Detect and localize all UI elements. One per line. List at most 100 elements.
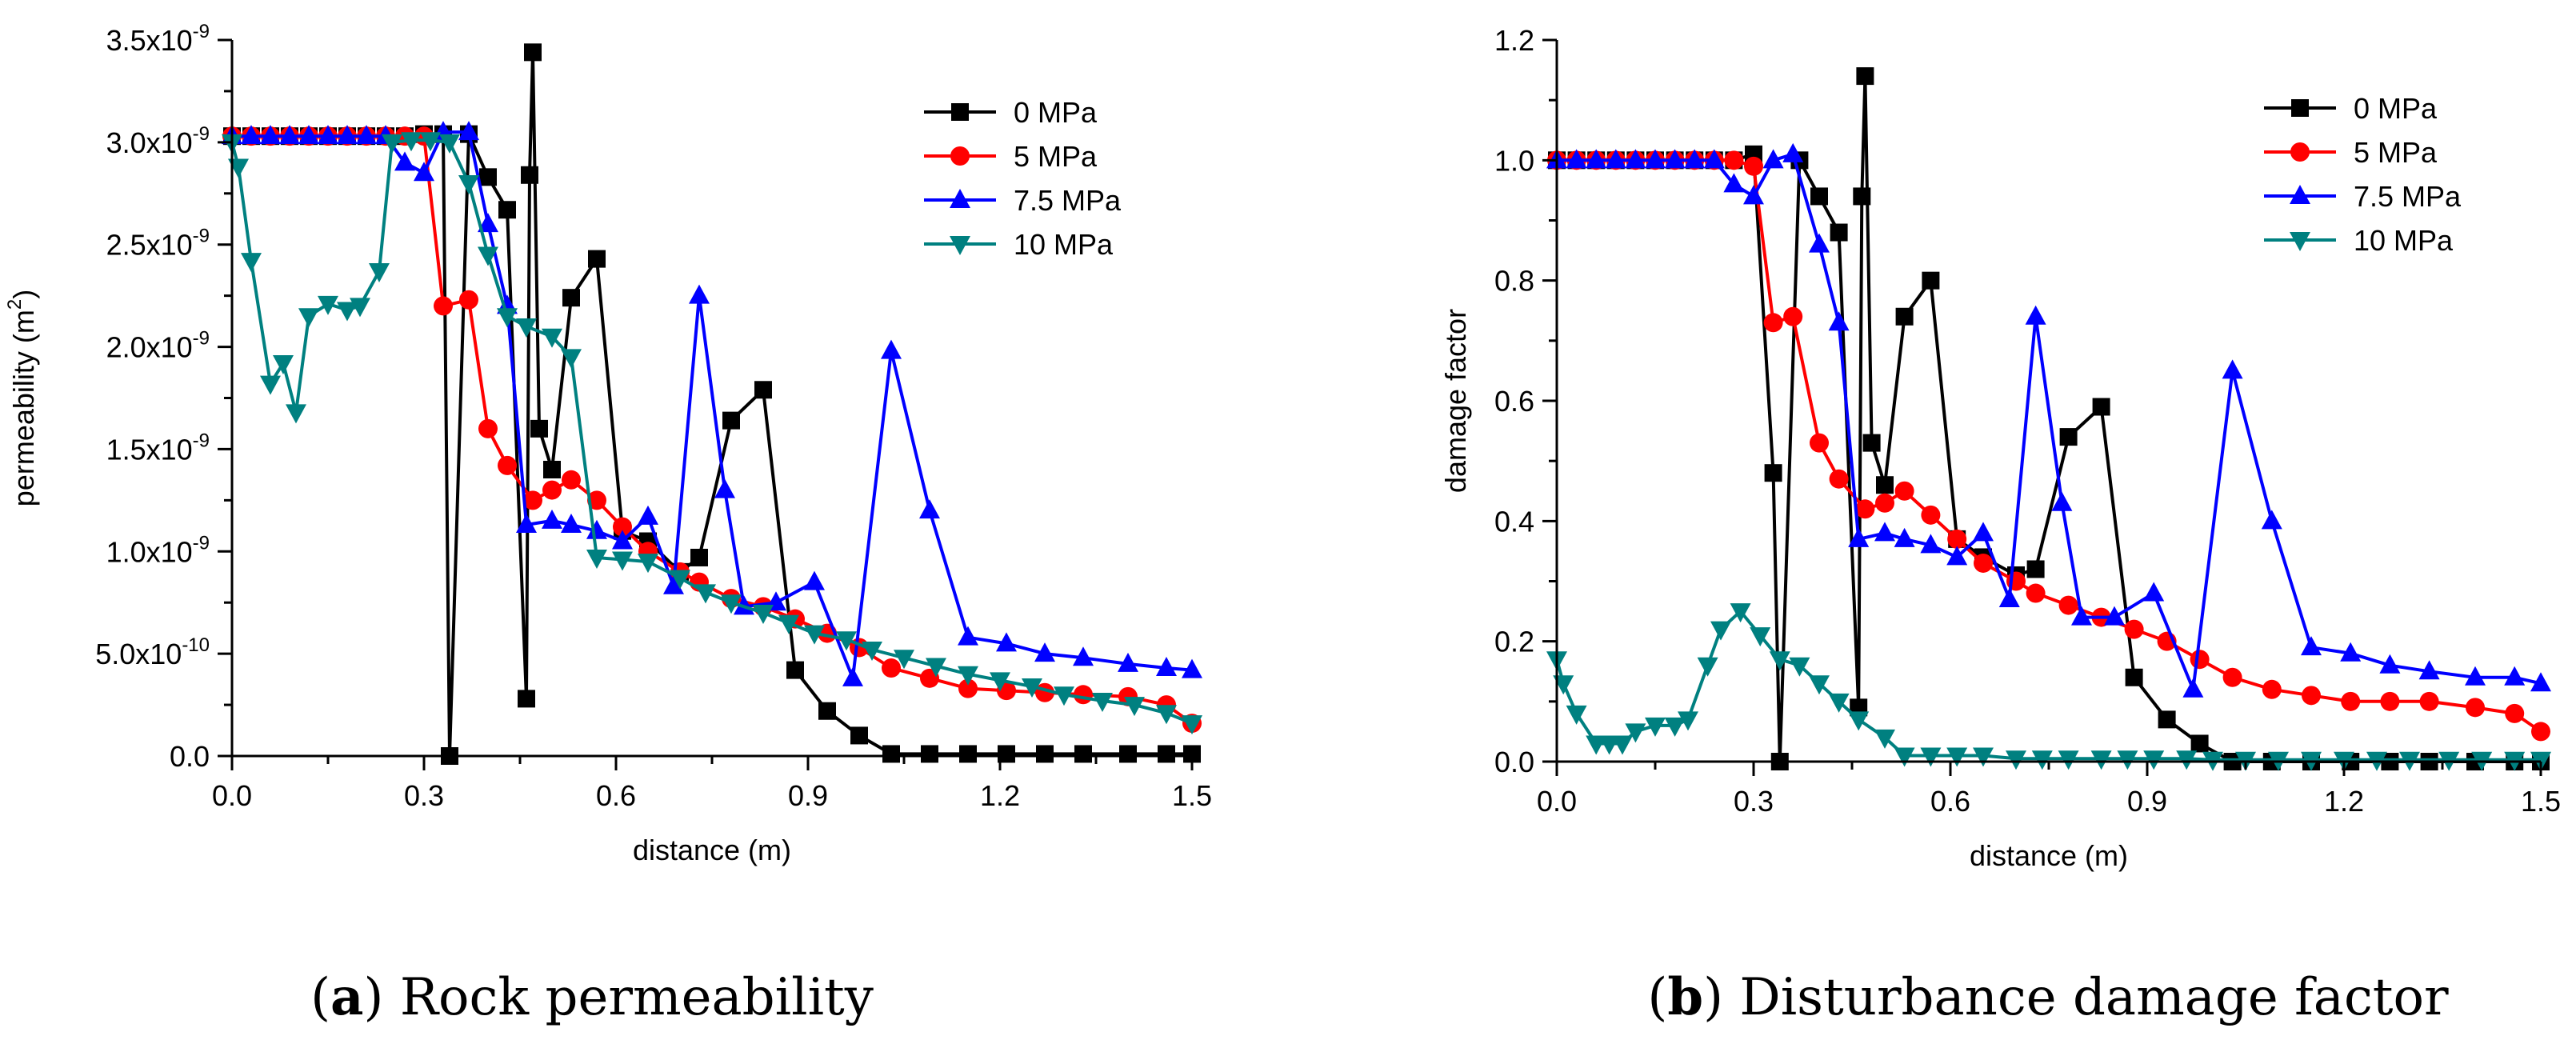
data-point <box>1158 745 1175 763</box>
data-point <box>778 614 799 634</box>
data-point <box>2222 667 2242 687</box>
x-tick-label: 0.6 <box>1930 785 1970 818</box>
data-point <box>638 554 658 574</box>
data-point <box>1723 173 1745 193</box>
data-point <box>2380 691 2400 711</box>
data-point <box>1848 527 1870 547</box>
data-point <box>588 250 606 268</box>
data-point <box>1750 627 1771 647</box>
x-tick-label: 0.9 <box>2127 785 2167 818</box>
chart-panel-b: 0.0 0.3 0.6 0.9 1.2 1.5 0.0 0.2 0.4 0.6 0.8 1.0 1.2 d… <box>1439 24 2561 1027</box>
data-point <box>2104 606 2125 626</box>
data-point <box>926 658 946 678</box>
data-point <box>882 745 900 763</box>
legend: 0 MPa 5 MPa 7.5 MPa 10 MPa <box>924 96 1122 261</box>
data-point <box>1612 735 1633 755</box>
x-tick-label: 0.0 <box>1537 785 1577 818</box>
legend: 0 MPa 5 MPa 7.5 MPa 10 MPa <box>2264 92 2462 257</box>
data-point <box>1182 715 1202 735</box>
data-point <box>2117 750 2138 770</box>
data-point <box>414 162 434 182</box>
data-point <box>1762 149 1784 169</box>
data-point <box>516 318 537 338</box>
data-point <box>881 339 902 359</box>
data-point <box>996 632 1017 652</box>
data-point <box>530 419 548 438</box>
legend-label: 10 MPa <box>1014 228 1114 261</box>
y-tick-label: 0.6 <box>1494 385 1534 418</box>
data-point <box>518 690 535 708</box>
data-point <box>1894 527 1915 547</box>
legend-marker <box>950 146 970 166</box>
data-point <box>337 125 358 145</box>
y-tick-label: 1.0x10-9 <box>106 532 210 568</box>
data-point <box>1730 603 1751 623</box>
data-point <box>286 404 306 424</box>
y-axis-label: damage factor <box>1439 309 1472 493</box>
data-point <box>1895 307 1914 326</box>
data-point <box>842 666 863 686</box>
legend-label: 0 MPa <box>2354 92 2438 125</box>
data-point <box>241 253 262 273</box>
data-point <box>318 295 338 315</box>
data-point <box>1054 686 1074 706</box>
legend-marker <box>951 103 969 121</box>
data-point <box>850 726 868 745</box>
data-point <box>542 480 562 500</box>
data-point <box>1022 678 1042 698</box>
x-tick-label: 0.3 <box>404 779 444 812</box>
data-point <box>721 594 742 614</box>
data-point <box>1678 711 1698 731</box>
data-point <box>1156 657 1177 677</box>
data-point <box>1894 747 1915 767</box>
data-point <box>1973 747 1994 767</box>
x-tick-label: 0.6 <box>596 779 636 812</box>
data-point <box>1664 149 1686 169</box>
data-point <box>753 605 774 624</box>
data-point <box>498 455 517 475</box>
data-point <box>439 134 460 154</box>
data-point <box>1862 434 1881 452</box>
data-point <box>420 132 441 152</box>
data-point <box>524 43 542 62</box>
data-point <box>586 519 607 539</box>
data-point <box>1789 657 1810 677</box>
data-point <box>2176 750 2198 770</box>
data-point <box>1598 735 1620 755</box>
y-tick-label: 2.5x10-9 <box>106 226 210 262</box>
data-point <box>498 201 516 219</box>
data-point <box>1697 657 1718 677</box>
legend-label: 5 MPa <box>2354 136 2438 169</box>
data-point <box>479 168 497 186</box>
legend-marker <box>2290 142 2310 162</box>
data-point <box>670 570 690 590</box>
data-point <box>882 658 901 678</box>
data-point <box>1855 499 1875 519</box>
data-point <box>542 509 562 529</box>
data-point <box>998 745 1015 763</box>
data-point <box>1763 313 1783 333</box>
data-point <box>921 745 938 763</box>
data-point <box>1625 723 1646 743</box>
data-point <box>561 514 582 534</box>
data-point <box>1764 464 1782 482</box>
data-point <box>1645 717 1666 737</box>
data-point <box>2419 691 2439 711</box>
data-point <box>1810 433 1829 453</box>
data-point <box>2025 305 2046 325</box>
data-point <box>478 246 498 266</box>
y-tick-label: 1.5x10-9 <box>106 430 210 466</box>
data-point <box>2504 666 2526 686</box>
data-point <box>401 132 422 152</box>
data-point <box>2090 750 2112 770</box>
data-point <box>1853 187 1871 206</box>
data-point <box>318 125 338 145</box>
x-axis-label: distance (m) <box>1970 839 2128 872</box>
x-tick-label: 1.2 <box>980 779 1020 812</box>
data-point <box>298 308 319 328</box>
data-point <box>458 121 479 141</box>
data-point <box>260 375 281 395</box>
data-point <box>818 702 836 720</box>
data-point <box>523 490 542 510</box>
data-point <box>2262 679 2282 699</box>
